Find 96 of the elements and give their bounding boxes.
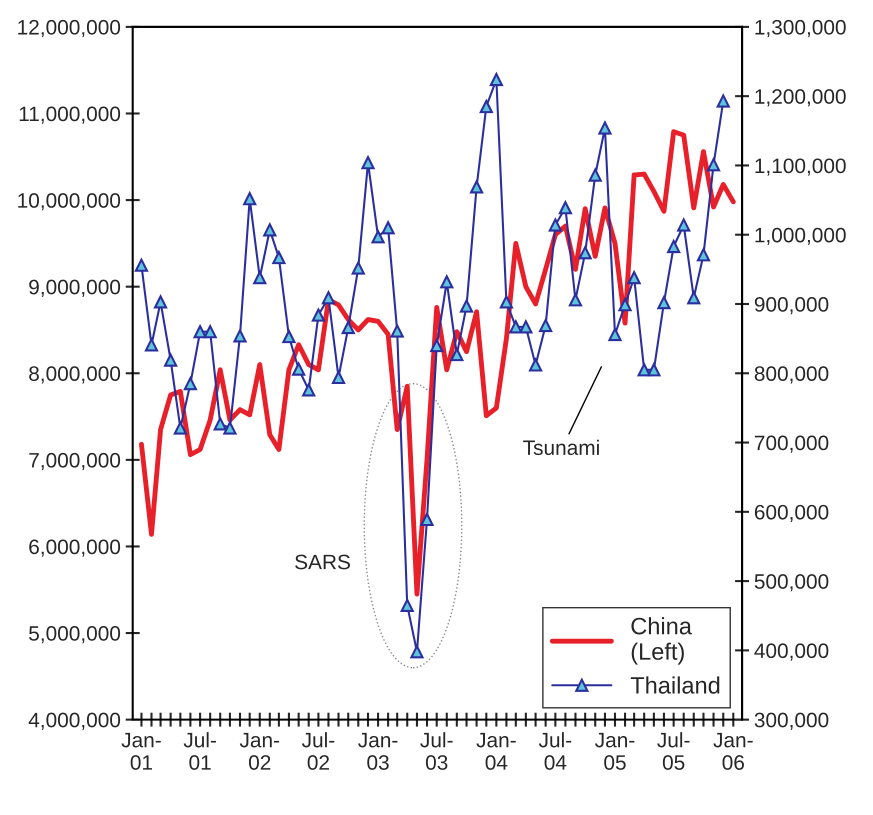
point: [568, 293, 582, 306]
point: [628, 271, 641, 284]
y-tick-label: 5,000,000: [29, 626, 120, 644]
point: [440, 275, 454, 288]
point: [539, 318, 552, 332]
y2-tick-label: 900,000: [754, 296, 828, 314]
point: [696, 248, 710, 262]
point: [332, 370, 346, 384]
point: [519, 320, 532, 334]
point: [223, 421, 237, 435]
point: [282, 330, 296, 344]
point: [420, 512, 434, 526]
point: [470, 180, 484, 194]
point: [144, 338, 158, 352]
point: [528, 358, 542, 372]
point: [243, 192, 256, 206]
point: [352, 261, 365, 275]
point: [677, 218, 690, 232]
point: [638, 363, 651, 376]
y2-tick-label: 400,000: [754, 643, 828, 661]
point: [134, 258, 148, 272]
point: [490, 72, 503, 86]
point: [460, 299, 474, 313]
point: [312, 308, 326, 322]
x-tick-label: Jul- 01: [184, 732, 216, 770]
y-tick-label: 8,000,000: [29, 366, 120, 384]
y2-tick-label: 600,000: [754, 504, 828, 522]
x-tick-label: Jan- 03: [358, 732, 398, 770]
point: [558, 201, 572, 214]
point: [400, 598, 414, 612]
point: [233, 329, 247, 342]
point: [578, 246, 592, 260]
point: [322, 291, 336, 304]
y-tick-label: 10,000,000: [18, 193, 120, 210]
point: [164, 354, 178, 367]
point: [174, 421, 187, 435]
point: [390, 324, 404, 338]
point: [302, 383, 316, 396]
y2-tick-label: 1,100,000: [755, 158, 846, 176]
point: [272, 250, 286, 264]
x-tick-label: Jul- 04: [538, 732, 572, 770]
point: [687, 291, 700, 304]
point: [194, 325, 207, 338]
point: [548, 218, 562, 232]
point: [706, 158, 720, 172]
point: [509, 320, 522, 334]
y2-tick-label: 1,200,000: [755, 89, 846, 106]
point: [263, 223, 276, 236]
legend-label: Thailand: [630, 676, 720, 694]
x-tick-label: Jan- 05: [595, 732, 634, 770]
point: [480, 100, 493, 114]
legend-label: China (Left): [631, 617, 692, 665]
y-tick-label: 12,000,000: [18, 20, 120, 38]
point: [657, 296, 671, 310]
point: [588, 168, 602, 182]
point: [450, 348, 464, 362]
point: [184, 377, 197, 390]
x-tick-label: Jan- 01: [122, 732, 161, 770]
y2-tick-label: 500,000: [754, 574, 828, 592]
point: [410, 645, 424, 658]
point: [253, 271, 266, 284]
point: [292, 362, 306, 376]
y2-tick-label: 1,000,000: [755, 228, 846, 245]
point: [598, 121, 612, 135]
x-tick-label: Jul- 02: [302, 732, 334, 770]
y2-tick-label: 1,300,000: [755, 20, 846, 38]
annotation: Tsunami: [523, 440, 599, 456]
point: [382, 221, 395, 234]
point: [214, 417, 227, 430]
point: [342, 320, 355, 334]
point: [500, 295, 514, 309]
y-tick-label: 11,000,000: [20, 106, 120, 124]
y-tick-label: 4,000,000: [28, 712, 120, 730]
point: [667, 240, 680, 254]
point: [618, 298, 632, 312]
line-series: [139, 129, 736, 597]
annotation: SARS: [295, 554, 350, 570]
point: [647, 363, 660, 376]
point: [204, 325, 217, 338]
x-tick-label: Jul- 05: [657, 732, 690, 770]
point: [154, 295, 168, 309]
x-tick-label: Jan- 04: [476, 732, 516, 770]
y2-tick-label: 800,000: [754, 366, 828, 384]
x-tick-label: Jan- 02: [240, 732, 280, 770]
point: [716, 94, 730, 108]
y-tick-label: 6,000,000: [29, 539, 120, 557]
x-tick-label: Jan- 06: [713, 732, 753, 770]
point: [430, 338, 444, 352]
y-tick-label: 7,000,000: [29, 452, 120, 470]
y-tick-label: 9,000,000: [29, 280, 120, 297]
y2-tick-label: 300,000: [754, 712, 828, 730]
point: [361, 156, 375, 170]
point: [608, 328, 622, 342]
point: [371, 230, 385, 244]
x-tick-label: Jul- 03: [420, 732, 453, 770]
y2-tick-label: 700,000: [754, 436, 828, 453]
